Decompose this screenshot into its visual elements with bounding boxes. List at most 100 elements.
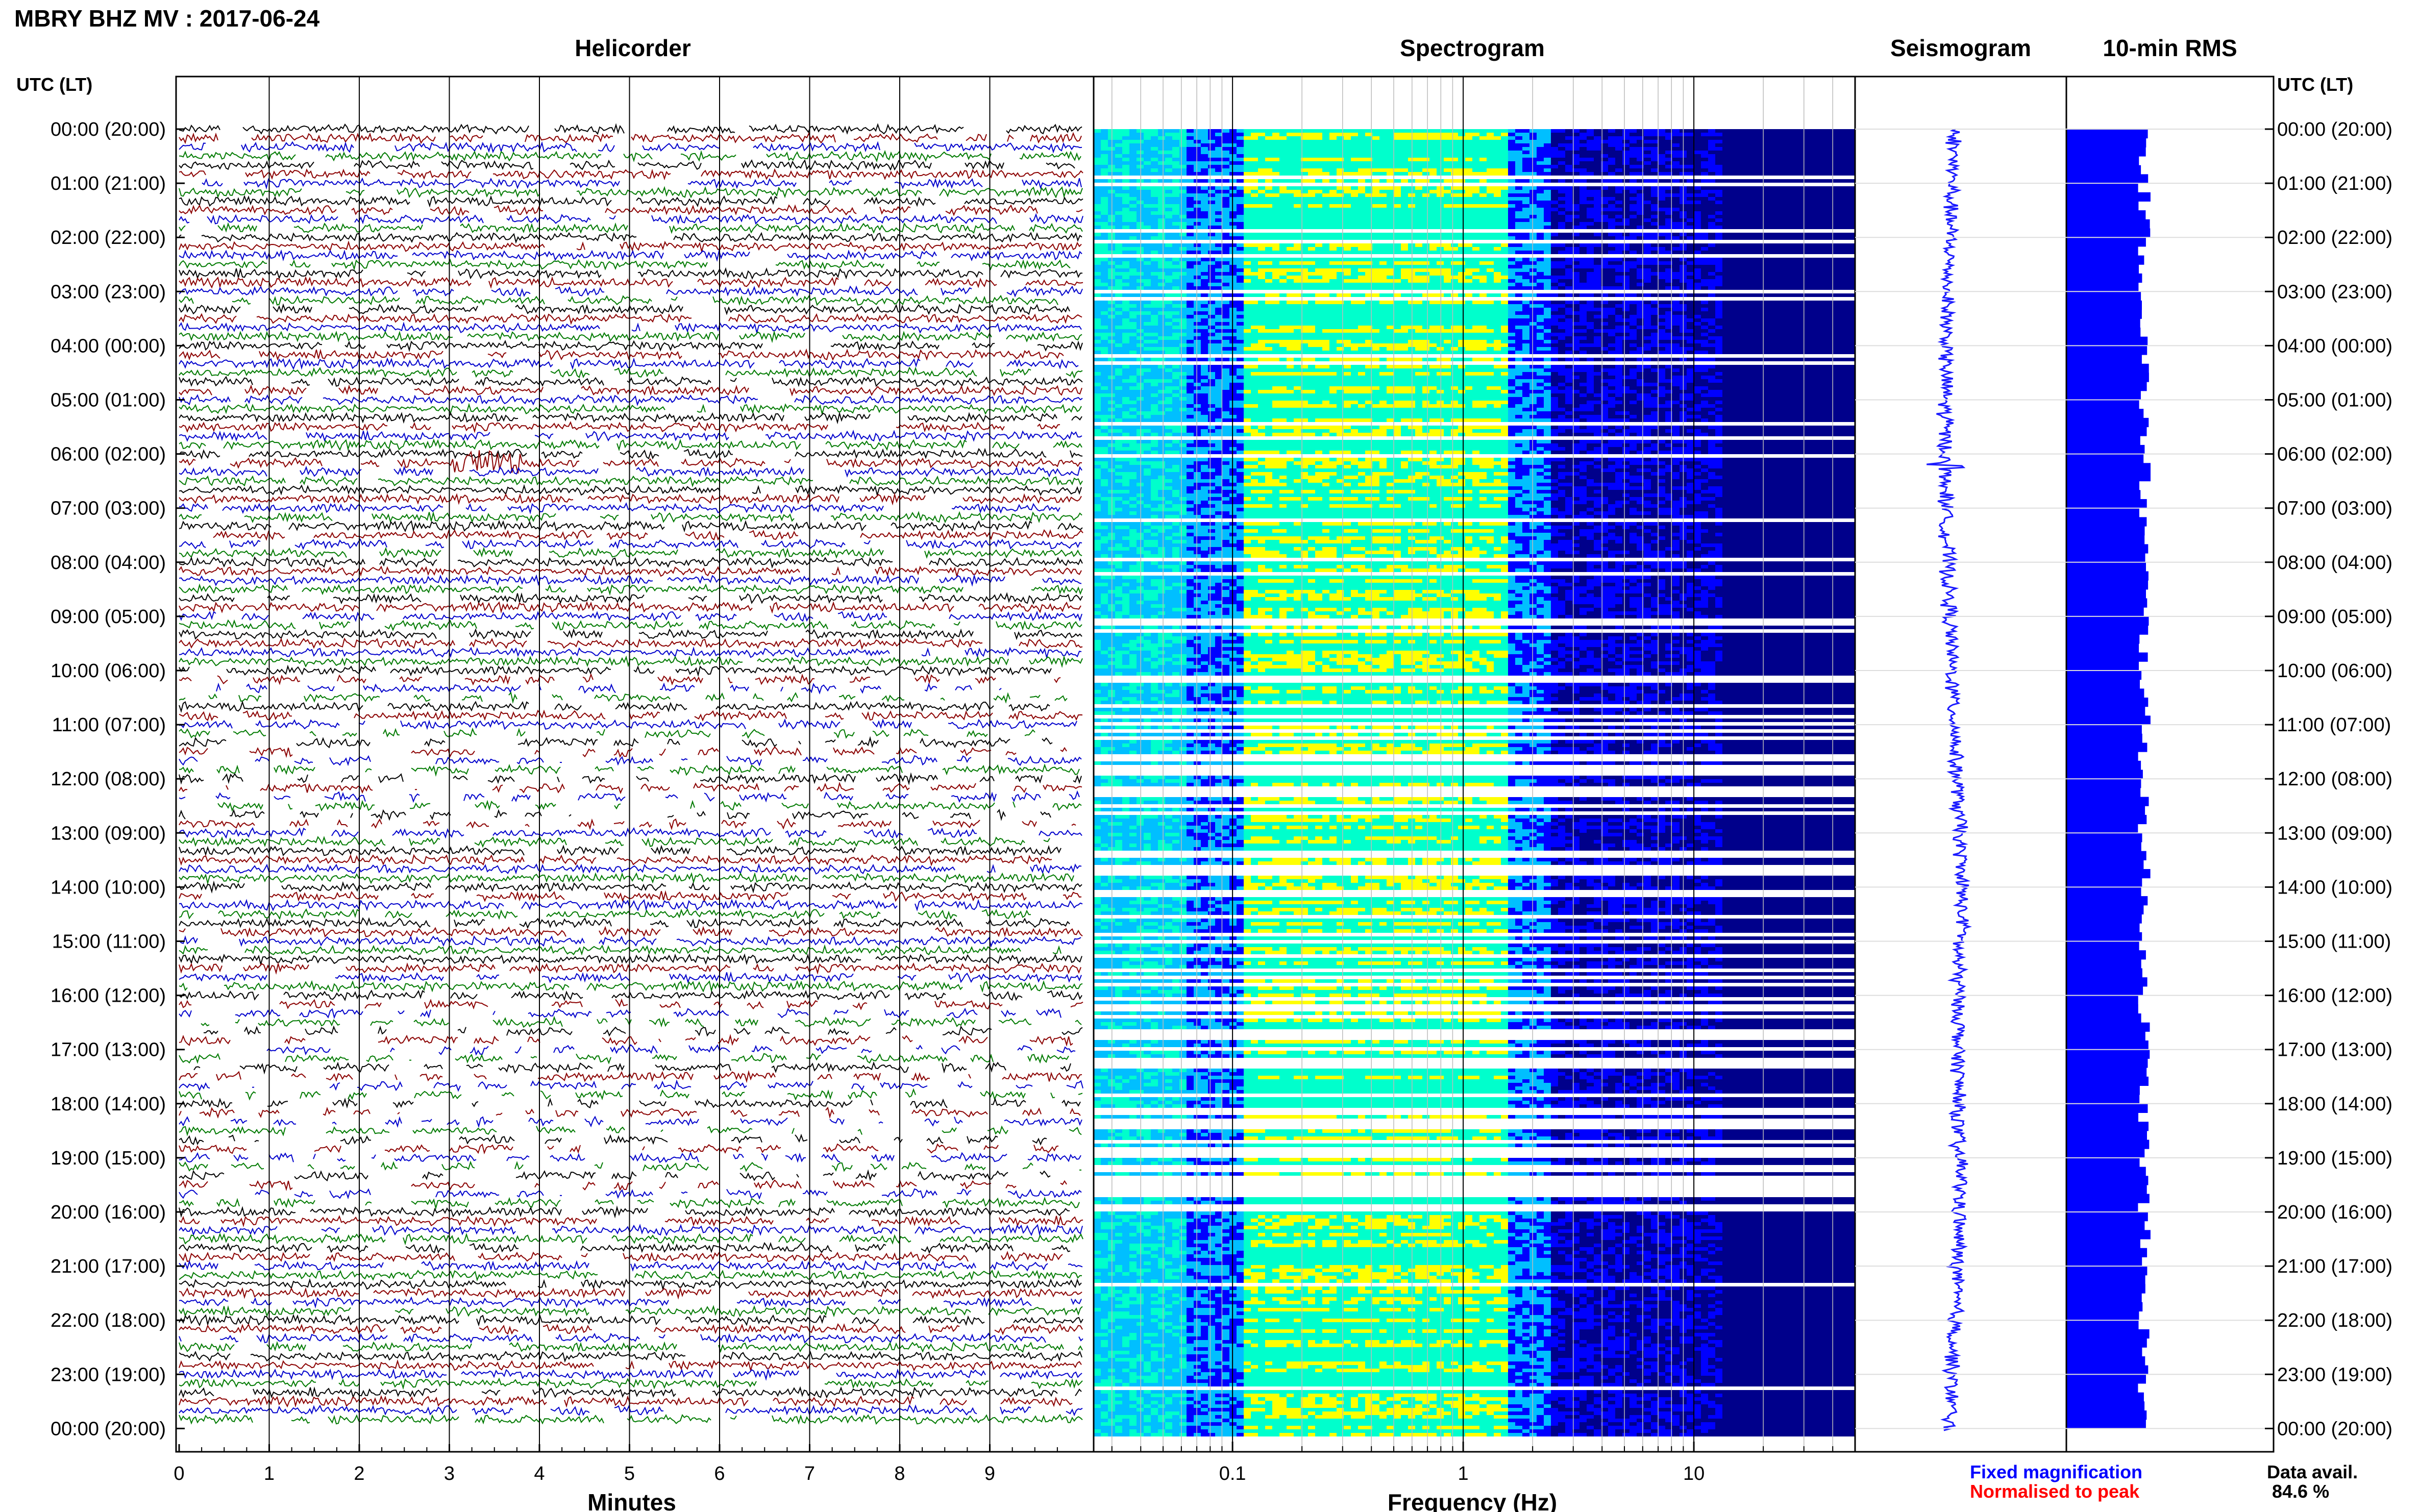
spectrogram-cell	[1229, 154, 1237, 158]
spectrogram-cell	[1701, 136, 1709, 140]
spectrogram-cell	[1751, 129, 1759, 133]
spectrogram-cell	[1787, 143, 1794, 147]
spectrogram-cell	[1787, 154, 1794, 158]
spectrogram-cell	[1465, 140, 1473, 143]
spectrogram-cell	[1287, 158, 1294, 161]
spectrogram-cell	[1144, 165, 1151, 168]
helicorder-trace	[179, 955, 1082, 964]
spectrogram-cell	[1801, 133, 1809, 136]
spectrogram-cell	[1558, 147, 1566, 151]
spectrogram-cell	[1372, 129, 1380, 133]
spectrogram-cell	[1308, 165, 1316, 168]
spectrogram-cell	[1701, 140, 1709, 143]
spectrogram-cell	[1358, 154, 1366, 158]
spectrogram-cell	[1808, 165, 1816, 168]
spectrogram-cell	[1129, 151, 1137, 154]
spectrogram-cell	[1429, 143, 1437, 147]
spectrogram-cell	[1372, 133, 1380, 136]
spectrogram-cell	[1830, 147, 1837, 151]
spectrogram-cell	[1315, 168, 1323, 172]
spectrogram-cell	[1294, 158, 1301, 161]
spectrogram-cell	[1815, 143, 1823, 147]
helicorder-trace	[179, 125, 1082, 134]
spectrogram-cell	[1222, 165, 1230, 168]
spectrogram-cell	[1758, 165, 1766, 168]
spectrogram-cell	[1151, 161, 1158, 165]
helicorder-trace	[179, 900, 1082, 910]
spectrogram-cell	[1544, 136, 1551, 140]
spectrogram-cell	[1651, 147, 1659, 151]
spectrogram-cell	[1494, 158, 1501, 161]
spectrogram-cell	[1637, 165, 1644, 168]
spectrogram-cell	[1722, 147, 1730, 151]
spectrogram-cell	[1379, 140, 1387, 143]
spectrogram-cell	[1744, 158, 1751, 161]
spectrogram-cell	[1772, 151, 1780, 154]
spectrogram-cell	[1394, 165, 1401, 168]
spectrogram-cell	[1451, 151, 1459, 154]
spectrogram-cell	[1622, 136, 1630, 140]
spectrogram-cell	[1694, 136, 1701, 140]
spectrogram-cell	[1658, 133, 1666, 136]
spectrogram-cell	[1315, 154, 1323, 158]
spectrogram-cell	[1701, 154, 1709, 158]
spectrogram-cell	[1737, 161, 1744, 165]
helicorder-trace	[179, 305, 1070, 314]
spectrogram-cell	[1137, 129, 1144, 133]
spectrogram-cell	[1379, 158, 1387, 161]
spectrogram-cell	[1815, 161, 1823, 165]
helicorder-trace	[179, 539, 1082, 549]
helicorder-trace	[179, 477, 1082, 486]
spectrogram-cell	[1708, 129, 1716, 133]
spectrogram-cell	[1201, 161, 1208, 165]
spectrogram-cell	[1329, 151, 1337, 154]
spectrogram-cell	[1237, 151, 1244, 154]
spectrogram-cell	[1730, 168, 1737, 172]
helicorder-trace	[179, 576, 1081, 585]
spectrogram-cell	[1422, 154, 1430, 158]
spectrogram-cell	[1101, 151, 1108, 154]
spectrogram-cell	[1351, 140, 1359, 143]
spectrogram-cell	[1744, 133, 1751, 136]
spectrogram-cell	[1715, 136, 1723, 140]
spectrogram-cell	[1737, 165, 1744, 168]
spectrogram-cell	[1708, 143, 1716, 147]
spectrogram-cell	[1322, 140, 1330, 143]
spectrogram-cell	[1401, 143, 1409, 147]
spectrogram-cell	[1515, 154, 1523, 158]
spectrogram-cell	[1251, 161, 1258, 165]
spectrogram-cell	[1565, 165, 1573, 168]
spectrogram-cell	[1537, 143, 1544, 147]
spectrogram-cell	[1158, 165, 1166, 168]
spectrogram-cell	[1694, 158, 1701, 161]
spectrogram-cell	[1565, 168, 1573, 172]
spectrogram-cell	[1515, 151, 1523, 154]
spectrogram-cell	[1415, 143, 1423, 147]
helicorder-trace	[179, 449, 1082, 459]
spectrogram-cell	[1622, 129, 1630, 133]
spectrogram-cell	[1844, 143, 1852, 147]
spectrogram-cell	[1551, 140, 1559, 143]
spectrogram-cell	[1315, 147, 1323, 151]
helicorder-trace	[179, 368, 1082, 378]
spectrogram-cell	[1787, 140, 1794, 143]
spectrogram-cell	[1322, 143, 1330, 147]
helicorder-trace	[179, 215, 1083, 224]
spectrogram-cell	[1765, 143, 1773, 147]
spectrogram-cell	[1751, 154, 1759, 158]
helicorder-trace	[179, 990, 1082, 1000]
spectrogram-cell	[1594, 133, 1601, 136]
spectrogram-cell	[1594, 143, 1601, 147]
spectrogram-cell	[1808, 147, 1816, 151]
spectrogram-cell	[1387, 140, 1394, 143]
spectrogram-cell	[1551, 147, 1559, 151]
spectrogram-cell	[1222, 151, 1230, 154]
spectrogram-cell	[1494, 165, 1501, 168]
spectrogram-cell	[1794, 158, 1801, 161]
spectrogram-cell	[1637, 168, 1644, 172]
spectrogram-cell	[1544, 147, 1551, 151]
spectrogram-cell	[1258, 154, 1266, 158]
helicorder-trace	[179, 1298, 1081, 1307]
spectrogram-cell	[1344, 133, 1351, 136]
spectrogram-cell	[1429, 158, 1437, 161]
